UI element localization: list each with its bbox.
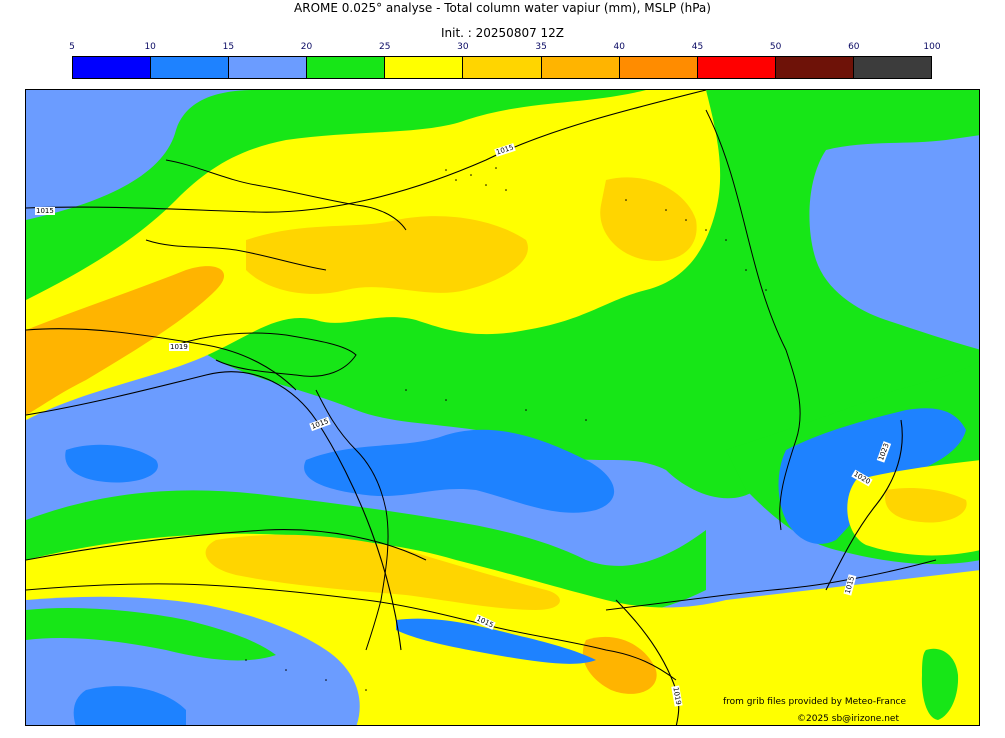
isobar-line	[26, 328, 297, 391]
coastline-brittany	[175, 332, 357, 377]
colorbar-segment	[697, 57, 776, 78]
field-lightorange-east	[600, 177, 697, 261]
colorbar-segment	[151, 57, 230, 78]
colorbar-tick-label: 40	[613, 42, 625, 52]
colorbar-segment	[775, 57, 854, 78]
field-blue-east	[809, 135, 979, 350]
field-alps-blue	[778, 408, 966, 544]
colorbar-tick-label: 5	[69, 42, 75, 52]
field-pyrenees-blue	[396, 618, 596, 664]
colorbar-tick-label: 15	[222, 42, 235, 52]
topo-dots	[245, 167, 767, 691]
colorbar-segment	[619, 57, 698, 78]
init-time: Init. : 20250807 12Z	[440, 26, 565, 40]
colorbar-segment	[73, 57, 152, 78]
field-alps-orange	[885, 488, 967, 523]
colorbar-tick-label: 20	[300, 42, 313, 52]
colorbar-segment	[463, 57, 542, 78]
colorbar-segment	[229, 57, 308, 78]
field-lightorange-center	[246, 216, 528, 294]
isobar-line	[26, 90, 707, 213]
map-frame: 1015 1015 1019 1015 1023 1020 1015 1015 …	[25, 89, 980, 726]
colorbar-segment	[385, 57, 464, 78]
coastline-atlantic	[315, 389, 389, 651]
border-pyrenees	[365, 599, 677, 681]
chart-title: AROME 0.025° analyse - Total column wate…	[294, 1, 711, 15]
colorbar-segment	[307, 57, 386, 78]
colorbar-tick-label: 10	[144, 42, 156, 52]
field-blue-center2	[65, 444, 158, 483]
coastline-spain-north	[26, 583, 367, 601]
border-east	[705, 109, 801, 531]
field-green-southwest	[26, 608, 276, 661]
field-deepblue-southwest	[73, 686, 186, 725]
isobar-label: 1019	[169, 343, 189, 351]
colorbar-tick-label: 60	[848, 42, 860, 52]
field-corsica	[921, 648, 959, 720]
colorbar-tick-label: 30	[457, 42, 469, 52]
isobar-label: 1015	[35, 207, 55, 215]
colorbar-tick-label: 35	[535, 42, 547, 52]
colorbar-segment	[853, 57, 932, 78]
colorbar-segment	[541, 57, 620, 78]
colorbar-tick-label: 25	[378, 42, 391, 52]
colorbar-tick-label: 100	[923, 42, 941, 52]
isobar-line	[26, 529, 427, 561]
coastline-channel	[145, 159, 407, 271]
field-darkorange-south	[582, 636, 657, 694]
colorbar-tick-label: 45	[691, 42, 704, 52]
copyright-credit: ©2025 sb@irizone.net	[797, 714, 899, 724]
isobar-line	[825, 419, 903, 591]
colorbar	[72, 56, 932, 79]
field-orange-south	[205, 534, 560, 610]
field-orange-west	[26, 266, 225, 415]
data-source-credit: from grib files provided by Meteo-France	[723, 697, 907, 707]
colorbar-tick-label: 50	[769, 42, 782, 52]
water-vapour-map	[26, 90, 979, 725]
coastline-mediterranean	[605, 559, 937, 611]
